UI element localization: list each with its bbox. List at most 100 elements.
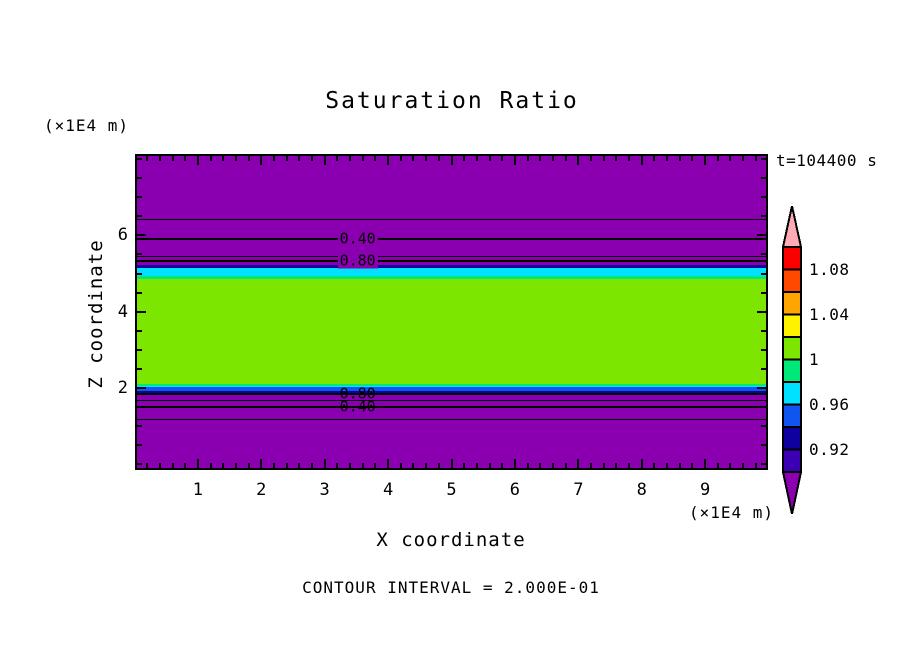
x-axis-tick [628,463,631,468]
x-axis-tick [742,463,745,468]
x-axis-tick [412,156,415,161]
x-axis-tick [298,463,301,468]
x-axis-tick [387,156,390,165]
x-axis-tick [323,459,326,468]
x-axis-tick [615,463,618,468]
y-axis-tick [137,291,142,294]
y-axis-tick [137,405,142,408]
y-axis-tick [761,424,766,427]
x-axis-tick [209,156,212,161]
x-axis-tick [184,156,187,161]
x-axis-tick [526,156,529,161]
x-axis-tick [298,156,301,161]
y-tick-label: 4 [117,301,128,322]
x-axis-tick [399,156,402,161]
x-tick-label: 5 [446,480,457,500]
y-axis-tick [761,329,766,332]
x-axis-tick [374,156,377,161]
y-axis-tick [137,272,142,275]
x-axis-tick [628,156,631,161]
plot-title: Saturation Ratio [325,88,579,114]
x-axis-tick [742,156,745,161]
x-axis-tick [425,463,428,468]
x-axis-tick [285,156,288,161]
y-axis-tick [137,386,146,389]
colorbar-segment [782,381,802,406]
x-axis-tick [526,463,529,468]
x-axis-tick [488,463,491,468]
y-axis-tick [761,196,766,199]
x-axis-tick [589,463,592,468]
x-axis-tick [501,463,504,468]
colorbar-arrow [781,205,803,248]
x-axis-tick [247,463,250,468]
x-axis-tick [272,463,275,468]
x-axis-tick [285,463,288,468]
x-axis-tick [450,459,453,468]
y-axis-tick [761,348,766,351]
colorbar-segment [782,246,802,271]
contour-label: 0.40 [339,397,376,416]
y-axis-tick [761,443,766,446]
x-axis-tick [666,156,669,161]
x-axis-tick [412,463,415,468]
fill-band [137,268,766,276]
x-tick-label: 3 [319,480,330,500]
x-axis-tick [488,156,491,161]
x-axis-tick [387,459,390,468]
x-axis-tick [158,463,161,468]
x-axis-tick [463,463,466,468]
fill-band [137,392,766,468]
x-axis-tick [551,463,554,468]
x-axis-tick [704,156,707,165]
x-axis-tick [513,156,516,165]
y-axis-tick [761,158,766,161]
y-axis-tick [137,310,146,313]
x-axis-tick [539,156,542,161]
x-axis-tick [754,156,757,161]
x-axis-tick [551,156,554,161]
x-axis-tick [666,463,669,468]
y-axis-tick [137,253,142,256]
time-annotation: t=104400 s [776,151,878,170]
x-axis-tick [311,156,313,161]
contour-line [137,260,766,263]
y-axis-tick [137,177,142,180]
x-axis-tick [653,463,656,468]
y-axis-tick [137,443,142,446]
x-axis-tick [146,463,149,468]
y-axis-tick [761,177,766,180]
x-axis-tick [437,463,440,468]
x-tick-label: 2 [256,480,267,500]
colorbar-arrow [781,471,803,515]
x-axis-tick [399,463,402,468]
contour-line [137,219,766,221]
y-axis-tick [137,348,142,351]
colorbar-label: 1 [809,349,820,369]
y-tick-label: 2 [117,377,128,398]
x-tick-label: 8 [636,480,647,500]
y-axis-tick [137,424,142,427]
x-axis-tick [222,156,225,161]
x-axis-tick [463,156,466,161]
contour-line [137,255,766,257]
x-tick-label: 6 [509,480,521,500]
x-axis-tick [247,156,250,161]
x-axis-tick [349,463,352,468]
plot-area: 0.40 0.80 0.80 0.40 [135,154,768,470]
y-axis-tick [761,405,766,408]
x-axis-tick [234,463,237,468]
x-axis-tick [678,156,681,161]
contour-line [137,418,766,420]
x-axis-tick [437,156,440,161]
contour-line [137,405,766,408]
x-axis-tick [513,459,516,468]
x-axis-tick [171,463,174,468]
x-axis-tick [272,156,275,161]
x-axis-tick [222,463,225,468]
contour-line [137,238,766,241]
x-axis-tick [374,463,377,468]
x-axis-tick [450,156,453,165]
x-axis-tick [716,156,719,161]
